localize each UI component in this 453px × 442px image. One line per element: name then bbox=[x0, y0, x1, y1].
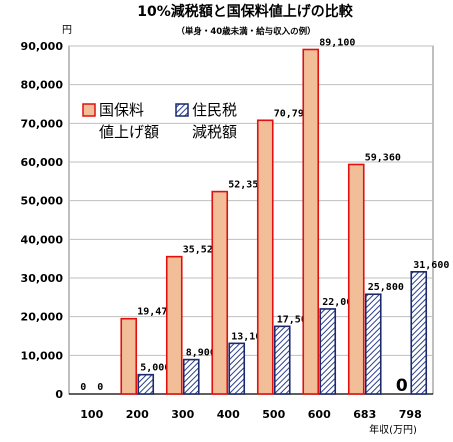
data-label-tax-cut: 17,500 bbox=[277, 314, 313, 325]
y-tick-label: 20,000 bbox=[21, 311, 64, 324]
data-label-tax-cut: 22,000 bbox=[322, 297, 358, 308]
data-label-premium: 70,790 bbox=[274, 108, 310, 119]
y-tick-label: 80,000 bbox=[21, 79, 64, 92]
bar-premium-increase bbox=[302, 48, 320, 395]
data-label-premium: 59,360 bbox=[365, 152, 401, 163]
y-tick-label: 60,000 bbox=[21, 156, 64, 169]
bar-premium-increase bbox=[120, 317, 138, 395]
legend-label-tax-cut-line2: 減税額 bbox=[192, 123, 237, 141]
data-label-tax-cut: 25,800 bbox=[368, 282, 404, 293]
chart-title: 10%減税額と国保料値上げの比較 bbox=[137, 3, 354, 20]
legend-swatch-premium bbox=[82, 103, 96, 117]
data-label-premium: 0 bbox=[80, 382, 86, 393]
legend-label-premium-line1: 国保料 bbox=[99, 101, 144, 119]
bar-premium-increase bbox=[211, 190, 229, 395]
y-tick-label: 0 bbox=[55, 388, 63, 401]
y-tick-label: 70,000 bbox=[21, 117, 64, 130]
bar-tax-cut bbox=[410, 271, 428, 395]
chart-subtitle: （単身・40歳未満・給与収入の例） bbox=[176, 26, 315, 37]
bar-tax-cut bbox=[273, 325, 291, 395]
x-tick-label: 100 bbox=[80, 408, 103, 421]
data-label-premium: 19,470 bbox=[137, 307, 173, 318]
data-label-tax-cut: 31,600 bbox=[413, 260, 449, 271]
bar-tax-cut bbox=[364, 293, 382, 395]
bar-tax-cut bbox=[228, 342, 246, 395]
x-tick-label: 600 bbox=[308, 408, 331, 421]
bar-tax-cut bbox=[137, 373, 155, 395]
bar-tax-cut bbox=[182, 358, 200, 395]
y-axis-unit: 円 bbox=[62, 25, 72, 36]
x-tick-label: 683 bbox=[353, 408, 376, 421]
data-label-tax-cut: 13,100 bbox=[231, 331, 267, 342]
data-label-premium: 35,520 bbox=[183, 245, 219, 256]
y-tick-label: 50,000 bbox=[21, 195, 64, 208]
legend-swatch-tax-cut bbox=[175, 103, 189, 117]
x-tick-label: 500 bbox=[262, 408, 285, 421]
y-tick-label: 10,000 bbox=[21, 349, 64, 362]
data-label-premium: 89,100 bbox=[319, 37, 355, 48]
data-label-tax-cut: 0 bbox=[97, 382, 103, 393]
bar-premium-increase bbox=[165, 255, 183, 395]
y-tick-label: 30,000 bbox=[21, 272, 64, 285]
y-tick-label: 90,000 bbox=[21, 40, 64, 53]
y-tick-label: 40,000 bbox=[21, 233, 64, 246]
x-tick-label: 200 bbox=[126, 408, 149, 421]
data-label-premium: 52,350 bbox=[228, 180, 264, 191]
bar-tax-cut bbox=[319, 308, 337, 395]
data-label-premium: 0 bbox=[396, 376, 408, 396]
plot-area: 0 10,000 20,000 30,000 40,000 50,000 60,000 70,… bbox=[21, 37, 450, 421]
bar-premium-increase bbox=[347, 163, 365, 395]
legend-label-premium-line2: 値上げ額 bbox=[99, 123, 159, 141]
x-axis-unit: 年収(万円) bbox=[369, 423, 417, 436]
x-tick-label: 400 bbox=[217, 408, 240, 421]
legend-label-tax-cut-line1: 住民税 bbox=[192, 101, 237, 119]
x-tick-label: 300 bbox=[171, 408, 194, 421]
bar-premium-increase bbox=[256, 119, 274, 395]
legend: 国保料 値上げ額 住民税 減税額 bbox=[82, 101, 237, 141]
data-label-tax-cut: 8,900 bbox=[186, 348, 216, 359]
data-label-tax-cut: 5,000 bbox=[140, 363, 170, 374]
x-tick-label: 798 bbox=[399, 408, 422, 421]
